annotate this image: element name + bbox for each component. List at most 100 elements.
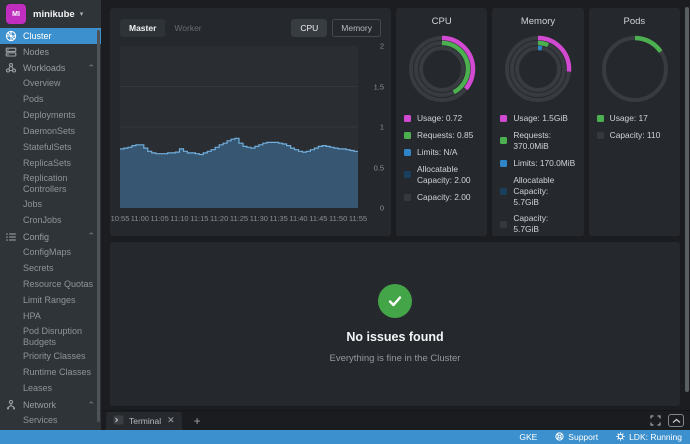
status-label: Support [568,432,599,442]
status-bar: GKE Support LDK: Running [0,430,690,444]
sidebar-item-network[interactable]: Network ⌃ [0,397,101,413]
x-axis-label: 11:55 [348,214,368,223]
pods-legend: Usage: 17 Capacity: 110 [596,113,672,147]
x-axis-labels: 10:55 11:00 11:05 11:10 11:15 11:20 11:25 11:30… [111,214,368,226]
legend-item: Capacity: 110 [596,130,672,141]
metric-toggle-group: CPU Memory [291,19,381,37]
legend-item: Requests: 0.85 [404,130,479,141]
status-label: LDK: Running [629,432,682,442]
memory-legend: Usage: 1.5GiB Requests: 370.0MiB Limits:… [500,113,575,241]
node-tab-master[interactable]: Master [120,19,166,37]
legend-item: Usage: 1.5GiB [500,113,575,124]
legend-item: Allocatable Capacity: 2.00 [404,164,479,186]
metrics-row: Master Worker CPU Memory 2 1.5 1 0.5 0 10:55… [110,8,680,236]
pods-card-title: Pods [623,16,646,27]
x-axis-label: 11:30 [249,214,268,223]
content-scrollbar[interactable] [685,7,689,392]
sidebar-subitem-daemonsets[interactable]: DaemonSets [23,126,76,137]
limits-swatch [404,148,411,156]
sidebar-subitem-limit-ranges[interactable]: Limit Ranges [23,294,76,305]
sidebar-scrollbar[interactable] [97,30,100,422]
config-icon [5,231,17,243]
status-item-ldk[interactable]: LDK: Running [616,431,682,443]
sidebar-subitem-pods[interactable]: Pods [23,94,44,105]
y-axis-label: 1.5 [373,82,384,91]
requests-swatch [404,131,411,139]
sidebar-item-workloads[interactable]: Workloads ⌃ [0,60,101,76]
chevron-up-icon[interactable]: ⌃ [87,399,95,410]
close-icon[interactable]: ✕ [167,415,175,425]
x-axis-label: 11:20 [210,214,229,223]
usage-swatch [500,114,508,122]
sidebar-item-nodes[interactable]: Nodes [0,44,101,60]
cluster-avatar[interactable]: MI [6,4,26,24]
sidebar-subitem-configmaps[interactable]: ConfigMaps [23,246,72,257]
legend-label: Allocatable Capacity: 2.00 [417,163,471,185]
terminal-tab[interactable]: Terminal ✕ [106,411,182,430]
metric-tab-memory[interactable]: Memory [332,19,381,37]
sidebar-subitem-statefulsets[interactable]: StatefulSets [23,142,72,153]
sidebar-subitem-leases[interactable]: Leases [23,383,53,394]
workloads-submenu: Overview Pods Deployments DaemonSets Sta… [0,76,101,229]
main-row: MI minikube ▾ Cluster Nodes [0,0,690,430]
sidebar-subitem-secrets[interactable]: Secrets [23,262,54,273]
cpu-usage-chart: 2 1.5 1 0.5 0 10:55 11:00 11:05 11:10 11:15 11:20… [111,42,384,232]
status-item-gke[interactable]: GKE [519,432,537,442]
legend-item: Usage: 0.72 [404,113,479,124]
sidebar-subitem-priority-classes[interactable]: Priority Classes [23,351,86,362]
collapse-dock-chevron-icon[interactable] [668,414,684,427]
new-terminal-button[interactable]: + [193,413,201,428]
config-submenu: ConfigMaps Secrets Resource Quotas Limit… [0,245,101,398]
sidebar-subitem-overview[interactable]: Overview [23,78,61,89]
issues-title: No issues found [346,330,444,344]
metric-tab-cpu[interactable]: CPU [291,19,328,37]
cpu-usage-area-chart [120,46,358,208]
cluster-name: minikube [33,8,75,20]
issues-subtitle: Everything is fine in the Cluster [329,353,461,364]
sidebar-subitem-replicasets[interactable]: ReplicaSets [23,158,72,169]
pods-donut-chart [601,35,668,103]
memory-metric-card: Memory Usage: 1.5GiB Requests: 370.0MiB … [492,8,584,236]
sidebar-subitem-runtime-classes[interactable]: Runtime Classes [23,367,92,378]
cpu-card-title: CPU [431,16,452,27]
sidebar-subitem-deployments[interactable]: Deployments [23,110,76,121]
legend-label: Capacity: 2.00 [417,191,471,202]
check-icon [378,284,412,318]
sidebar-subitem-services[interactable]: Services [23,415,58,426]
legend-label: Usage: 17 [609,113,648,123]
chevron-down-icon: ▾ [79,11,84,18]
allocatable-swatch [500,187,508,195]
expand-dock-icon[interactable] [650,415,661,426]
sidebar-subitem-cronjobs[interactable]: CronJobs [23,214,62,225]
legend-label: Capacity: 5.7GiB [513,213,549,235]
sidebar-subitem-resource-quotas[interactable]: Resource Quotas [23,278,94,289]
legend-item: Usage: 17 [596,113,672,124]
status-item-support[interactable]: Support [555,431,599,443]
dock-controls [650,414,684,427]
x-axis-label: 11:10 [170,214,189,223]
capacity-swatch [404,193,411,201]
sidebar-subitem-replication-controllers[interactable]: Replication Controllers [23,173,68,195]
cluster-metrics-panel: Master Worker CPU Memory 2 1.5 1 0.5 0 10:55… [110,8,391,236]
dock-bar: Terminal ✕ + [101,410,690,430]
chevron-up-icon[interactable]: ⌃ [87,62,95,73]
legend-item: Requests: 370.0MiB [500,130,575,152]
sidebar-subitem-hpa[interactable]: HPA [23,310,41,321]
cluster-switcher[interactable]: MI minikube ▾ [0,0,101,28]
sidebar-item-config[interactable]: Config ⌃ [0,229,101,245]
usage-swatch [404,114,411,122]
x-axis-label: 11:00 [130,214,149,223]
chevron-up-icon[interactable]: ⌃ [87,231,95,241]
sidebar-item-label: Config [23,231,50,242]
sidebar-item-label: Network [23,400,57,410]
legend-item: Limits: 170.0MiB [500,158,575,169]
legend-label: Requests: 0.85 [417,129,474,140]
sidebar-subitem-pod-disruption-budgets[interactable]: Pod Disruption Budgets [23,325,83,347]
pods-metric-card: Pods Usage: 17 Capacity: 110 [588,8,680,236]
sidebar-subitem-jobs[interactable]: Jobs [23,198,43,209]
x-axis-label: 11:15 [190,214,209,223]
x-axis-label: 11:25 [229,214,249,223]
legend-label: Limits: 170.0MiB [513,157,576,168]
sidebar-item-cluster[interactable]: Cluster [0,28,101,44]
node-tab-worker[interactable]: Worker [165,19,210,37]
